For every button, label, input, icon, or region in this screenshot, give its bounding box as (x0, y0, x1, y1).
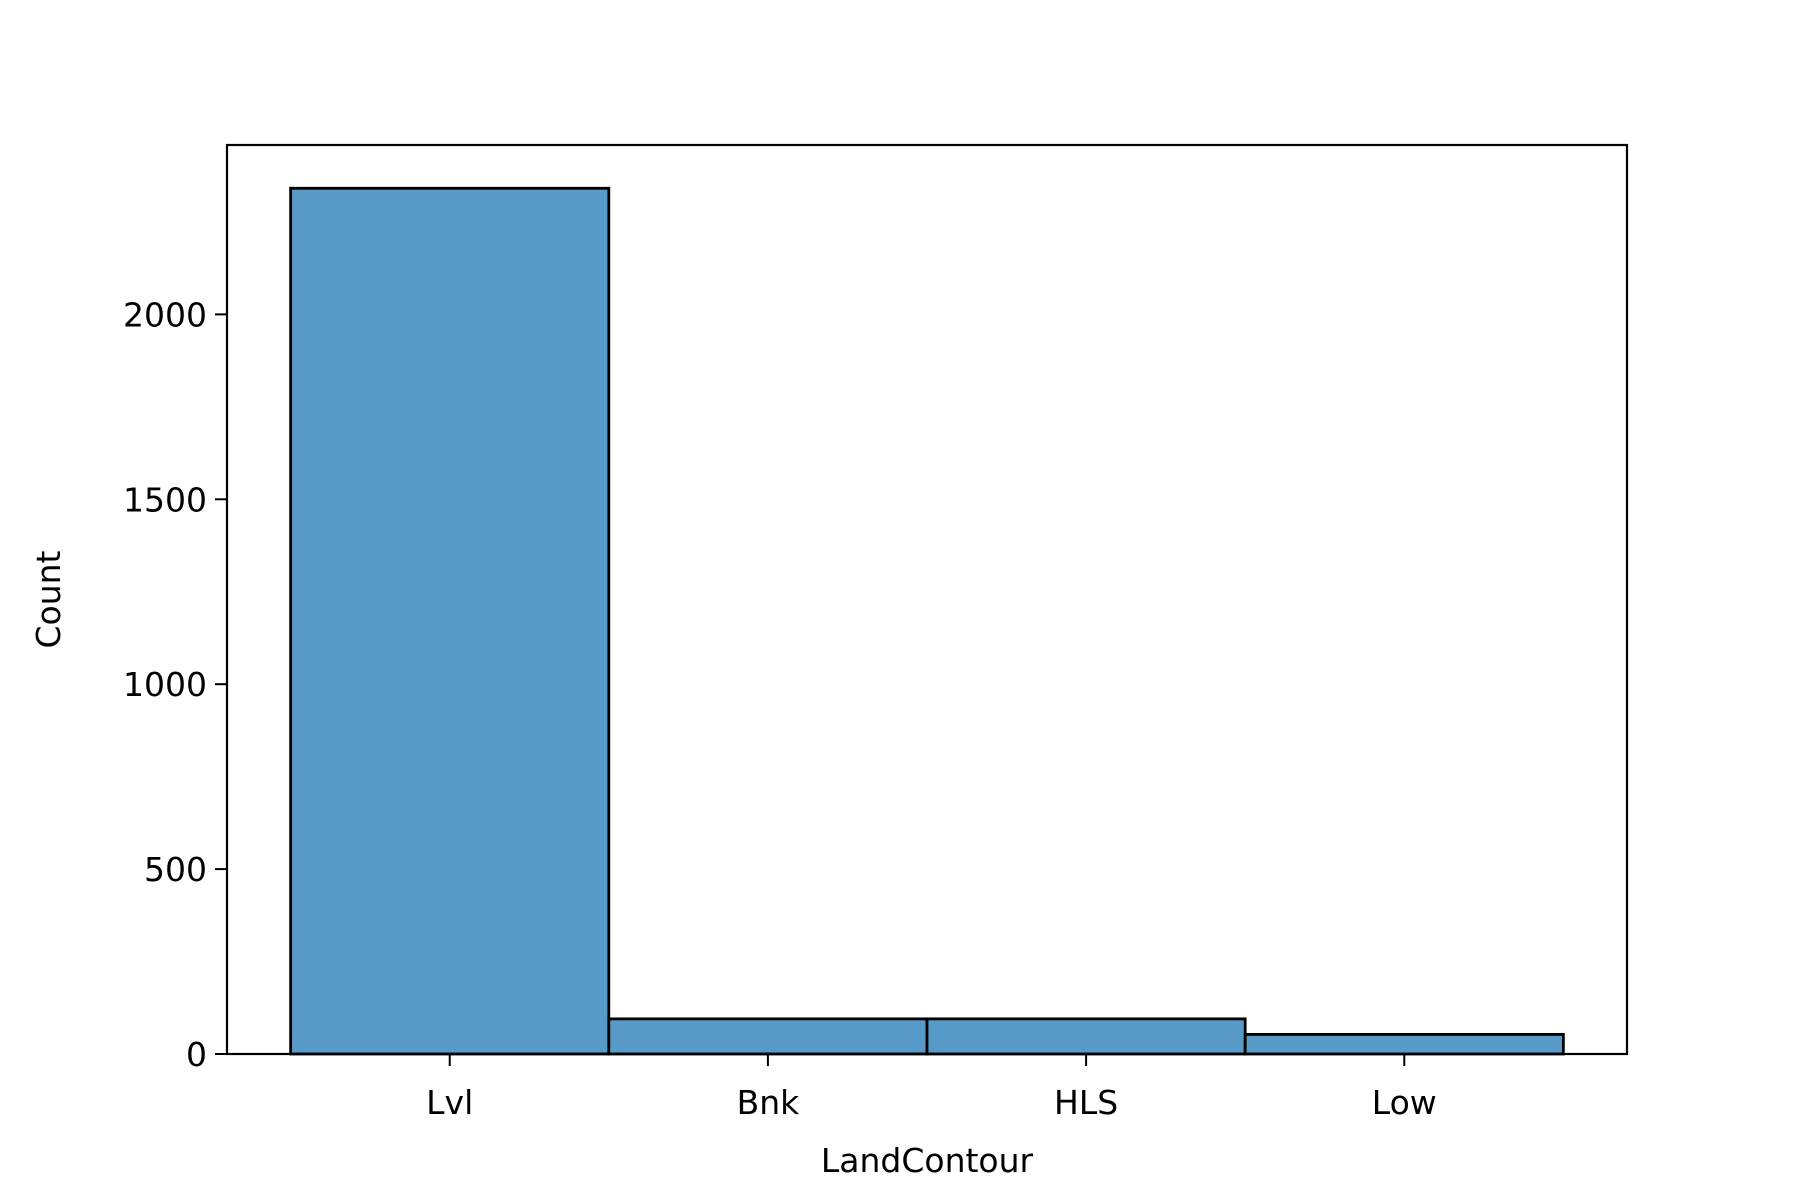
x-tick-label-bnk: Bnk (737, 1083, 801, 1122)
y-axis-title: Count (29, 550, 68, 648)
axes-frame (225, 143, 1629, 1056)
x-tick-label-lvl: Lvl (426, 1083, 473, 1122)
y-tick-label: 2000 (123, 295, 207, 334)
y-tick-label: 500 (144, 850, 207, 889)
y-tick-label: 1500 (123, 480, 207, 519)
y-tick-label: 1000 (123, 665, 207, 704)
bars-group (289, 186, 1565, 1056)
y-axis-ticks: 0 500 1000 1500 2000 (123, 295, 227, 1074)
bar-lvl (289, 186, 611, 1056)
bar-bnk (607, 1017, 929, 1056)
bar-low (1243, 1032, 1565, 1056)
x-axis-title: LandContour (821, 1141, 1034, 1180)
y-tick-label: 0 (186, 1035, 207, 1074)
x-tick-label-low: Low (1372, 1083, 1437, 1122)
bar-hls (925, 1017, 1247, 1056)
x-axis-ticks: Lvl Bnk HLS Low (426, 1054, 1437, 1122)
x-tick-label-hls: HLS (1054, 1083, 1118, 1122)
